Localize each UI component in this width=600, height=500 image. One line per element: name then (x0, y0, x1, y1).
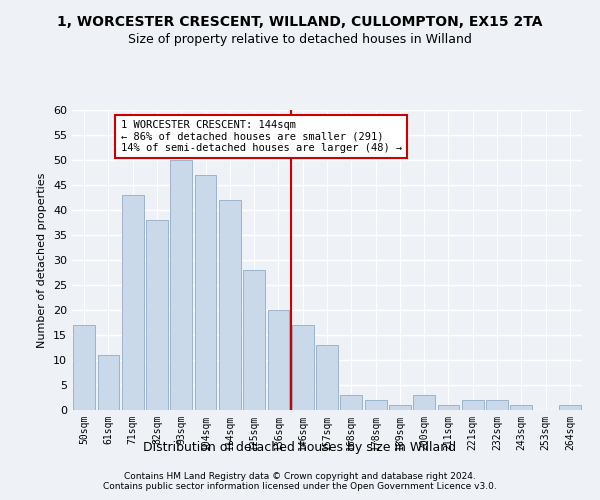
Text: 1, WORCESTER CRESCENT, WILLAND, CULLOMPTON, EX15 2TA: 1, WORCESTER CRESCENT, WILLAND, CULLOMPT… (57, 15, 543, 29)
Bar (365, 400, 386, 410)
Text: 1 WORCESTER CRESCENT: 144sqm
← 86% of detached houses are smaller (291)
14% of s: 1 WORCESTER CRESCENT: 144sqm ← 86% of de… (121, 120, 402, 153)
Bar (170, 160, 192, 410)
Bar (559, 405, 581, 410)
Bar (219, 200, 241, 410)
Bar (316, 345, 338, 410)
Y-axis label: Number of detached properties: Number of detached properties (37, 172, 47, 348)
Bar (437, 405, 460, 410)
Text: Contains HM Land Registry data © Crown copyright and database right 2024.: Contains HM Land Registry data © Crown c… (124, 472, 476, 481)
Text: Contains public sector information licensed under the Open Government Licence v3: Contains public sector information licen… (103, 482, 497, 491)
Bar (413, 395, 435, 410)
Bar (97, 355, 119, 410)
Bar (268, 310, 289, 410)
Bar (146, 220, 168, 410)
Bar (194, 175, 217, 410)
Bar (486, 400, 508, 410)
Bar (292, 325, 314, 410)
Bar (340, 395, 362, 410)
Text: Size of property relative to detached houses in Willand: Size of property relative to detached ho… (128, 32, 472, 46)
Bar (122, 195, 143, 410)
Bar (243, 270, 265, 410)
Bar (462, 400, 484, 410)
Bar (73, 325, 95, 410)
Bar (389, 405, 411, 410)
Text: Distribution of detached houses by size in Willand: Distribution of detached houses by size … (143, 441, 457, 454)
Bar (511, 405, 532, 410)
